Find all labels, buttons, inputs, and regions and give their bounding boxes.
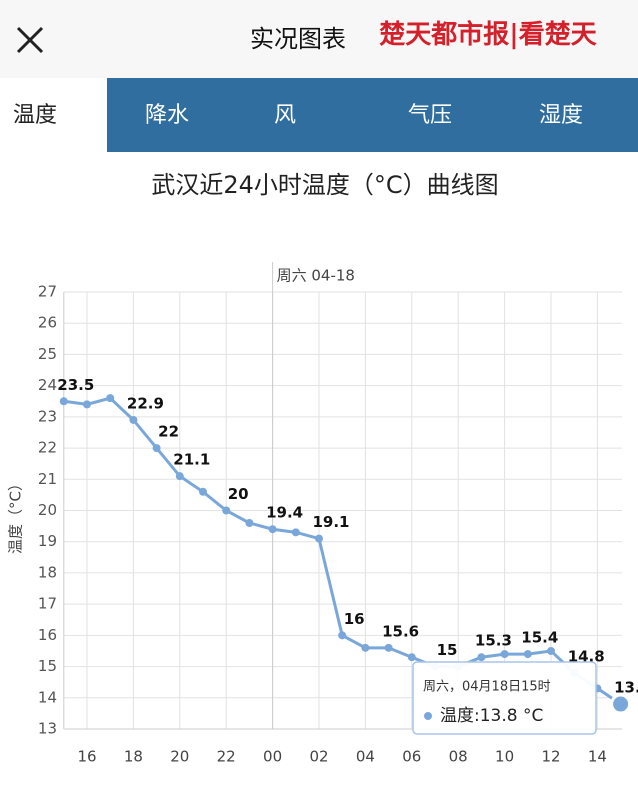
point — [59, 397, 68, 406]
value-label: 13.8 — [614, 679, 638, 697]
value-label: 21.1 — [173, 451, 210, 469]
chart-title: 武汉近24小时温度（°C）曲线图 — [151, 171, 498, 199]
point — [268, 525, 277, 534]
point — [338, 631, 347, 640]
y-tick-label: 21 — [38, 470, 57, 488]
y-tick-label: 24 — [38, 376, 57, 394]
point — [106, 394, 115, 403]
point — [500, 650, 509, 659]
tab[interactable]: 降水 — [145, 103, 189, 128]
x-tick-label: 06 — [402, 748, 421, 766]
y-tick-label: 26 — [38, 314, 57, 332]
y-tick-label: 19 — [38, 532, 57, 550]
tab[interactable]: 温度 — [13, 103, 57, 128]
point — [523, 650, 532, 659]
value-label: 15.6 — [382, 622, 419, 640]
top-bar — [0, 0, 638, 78]
point — [83, 400, 91, 409]
x-tick-label: 12 — [541, 748, 560, 766]
y-tick-label: 18 — [38, 563, 57, 581]
tooltip-marker — [424, 712, 432, 720]
x-tick-label: 14 — [588, 748, 607, 766]
tab[interactable]: 湿度 — [539, 103, 583, 128]
y-tick-label: 23 — [38, 407, 57, 425]
y-tick-label: 16 — [38, 626, 57, 644]
close-button[interactable] — [16, 26, 44, 54]
point — [407, 653, 416, 662]
y-tick-label: 15 — [38, 657, 57, 675]
x-tick-label: 02 — [309, 748, 328, 766]
y-tick-label: 25 — [38, 345, 57, 363]
y-axis-label: 温度（°C） — [7, 476, 25, 554]
value-label: 15.3 — [475, 632, 512, 650]
point — [315, 534, 323, 543]
tooltip-text: 温度:13.8 °C — [440, 706, 543, 726]
y-tick-label: 17 — [38, 595, 57, 613]
value-label: 22 — [158, 423, 179, 441]
x-tick-label: 00 — [263, 748, 282, 766]
point — [547, 646, 555, 655]
x-tick-label: 18 — [124, 748, 143, 766]
x-tick-label: 10 — [495, 748, 514, 766]
value-label: 19.4 — [266, 504, 303, 522]
point — [245, 518, 254, 527]
tab[interactable]: 气压 — [408, 103, 452, 128]
date-label: 周六 04-18 — [277, 267, 355, 285]
value-label: 20 — [228, 485, 249, 503]
y-tick-label: 13 — [38, 720, 57, 738]
highlight-point — [610, 693, 632, 715]
point — [152, 444, 161, 453]
point — [384, 643, 393, 652]
watermark: 楚天都市报|看楚天 — [379, 19, 596, 50]
point — [175, 472, 184, 481]
tab[interactable]: 风 — [274, 103, 296, 128]
temperature-line — [63, 396, 622, 706]
y-tick-label: 14 — [38, 688, 57, 706]
value-label: 15.4 — [521, 629, 558, 647]
x-tick-label: 04 — [356, 748, 375, 766]
value-label: 14.8 — [568, 647, 605, 665]
y-tick-label: 22 — [38, 439, 57, 457]
x-tick-label: 08 — [449, 748, 468, 766]
y-tick-label: 20 — [38, 501, 57, 519]
x-tick-label: 22 — [217, 748, 236, 766]
value-label: 22.9 — [127, 394, 164, 412]
value-label: 19.1 — [312, 513, 349, 531]
point — [291, 528, 300, 537]
value-label: 15 — [437, 641, 458, 659]
point — [477, 653, 486, 662]
value-label: 23.5 — [57, 376, 94, 394]
tab-selected-bg — [0, 78, 107, 152]
point — [361, 643, 370, 652]
tooltip — [412, 661, 597, 735]
point — [199, 487, 207, 496]
page-title: 实况图表 — [250, 25, 346, 53]
x-tick-label: 16 — [77, 748, 96, 766]
point — [129, 415, 138, 424]
value-label: 16 — [344, 610, 365, 628]
y-tick-label: 27 — [38, 283, 57, 301]
tooltip-title: 周六，04月18日15时 — [423, 680, 551, 695]
x-tick-label: 20 — [170, 748, 189, 766]
point — [222, 506, 231, 515]
